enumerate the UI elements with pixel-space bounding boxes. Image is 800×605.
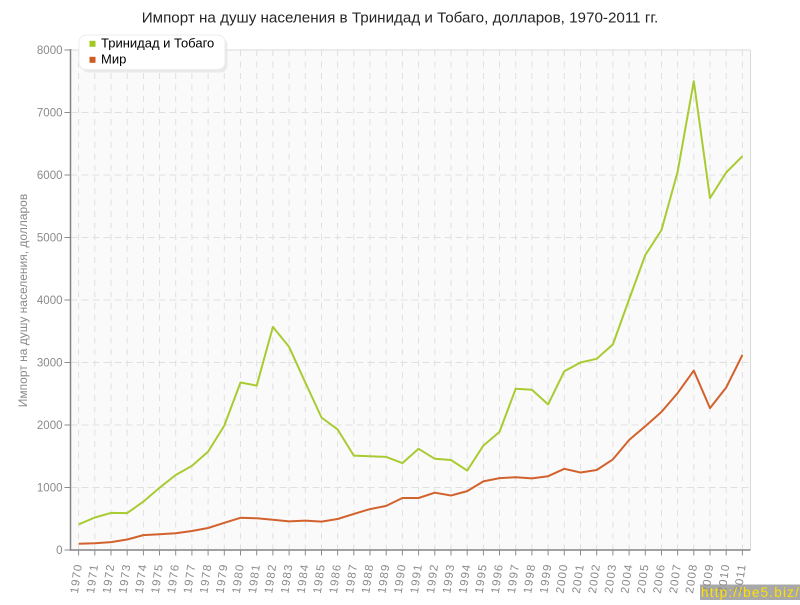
svg-text:1999: 1999 xyxy=(538,563,554,594)
svg-text:Импорт на душу населения, долл: Импорт на душу населения, долларов xyxy=(16,194,30,407)
svg-text:Мир: Мир xyxy=(101,52,126,67)
svg-text:1976: 1976 xyxy=(166,563,182,594)
svg-text:2011: 2011 xyxy=(733,563,749,594)
svg-text:2001: 2001 xyxy=(571,563,587,594)
svg-text:1997: 1997 xyxy=(506,563,522,594)
svg-text:4000: 4000 xyxy=(37,295,63,307)
svg-text:5000: 5000 xyxy=(37,233,63,245)
svg-text:1000: 1000 xyxy=(37,483,63,495)
svg-text:1992: 1992 xyxy=(425,563,441,594)
svg-text:http://be5.biz/: http://be5.biz/ xyxy=(701,585,800,600)
svg-text:1973: 1973 xyxy=(118,563,134,594)
svg-text:1981: 1981 xyxy=(247,563,263,594)
svg-text:1985: 1985 xyxy=(312,563,328,594)
svg-text:1970: 1970 xyxy=(69,563,85,594)
svg-text:Тринидад и Тобаго: Тринидад и Тобаго xyxy=(101,36,214,51)
svg-text:1996: 1996 xyxy=(490,563,506,594)
svg-text:1990: 1990 xyxy=(393,563,409,594)
svg-text:1991: 1991 xyxy=(409,563,425,594)
svg-text:7000: 7000 xyxy=(37,108,63,120)
svg-text:2010: 2010 xyxy=(717,563,733,594)
svg-text:6000: 6000 xyxy=(37,170,63,182)
svg-text:1986: 1986 xyxy=(328,563,344,594)
svg-text:1987: 1987 xyxy=(344,563,360,594)
svg-text:1975: 1975 xyxy=(150,563,166,594)
svg-text:2000: 2000 xyxy=(37,420,63,432)
svg-text:1978: 1978 xyxy=(198,563,214,594)
svg-text:2007: 2007 xyxy=(668,563,684,594)
svg-text:1988: 1988 xyxy=(360,563,376,594)
svg-text:1984: 1984 xyxy=(296,563,312,594)
svg-text:2006: 2006 xyxy=(652,563,668,594)
svg-text:1972: 1972 xyxy=(101,563,117,594)
svg-text:2009: 2009 xyxy=(700,563,716,594)
svg-text:1971: 1971 xyxy=(85,563,101,594)
svg-text:1977: 1977 xyxy=(182,563,198,594)
svg-text:2000: 2000 xyxy=(555,563,571,594)
svg-text:2002: 2002 xyxy=(587,563,603,594)
svg-text:1995: 1995 xyxy=(474,563,490,594)
svg-text:2003: 2003 xyxy=(603,563,619,594)
svg-text:1993: 1993 xyxy=(441,563,457,594)
svg-text:1980: 1980 xyxy=(231,563,247,594)
svg-text:1998: 1998 xyxy=(522,563,538,594)
svg-text:3000: 3000 xyxy=(37,358,63,370)
svg-text:1989: 1989 xyxy=(377,563,393,594)
svg-text:1982: 1982 xyxy=(263,563,279,594)
svg-text:1983: 1983 xyxy=(279,563,295,594)
svg-text:2005: 2005 xyxy=(636,563,652,594)
svg-text:1974: 1974 xyxy=(134,563,150,594)
svg-text:2004: 2004 xyxy=(619,563,635,594)
svg-text:1979: 1979 xyxy=(215,563,231,594)
svg-text:8000: 8000 xyxy=(37,45,63,57)
svg-text:0: 0 xyxy=(56,545,62,557)
svg-text:1994: 1994 xyxy=(458,563,474,594)
svg-text:2008: 2008 xyxy=(684,563,700,594)
svg-text:Импорт на душу населения в Три: Импорт на душу населения в Тринидад и То… xyxy=(142,10,659,27)
